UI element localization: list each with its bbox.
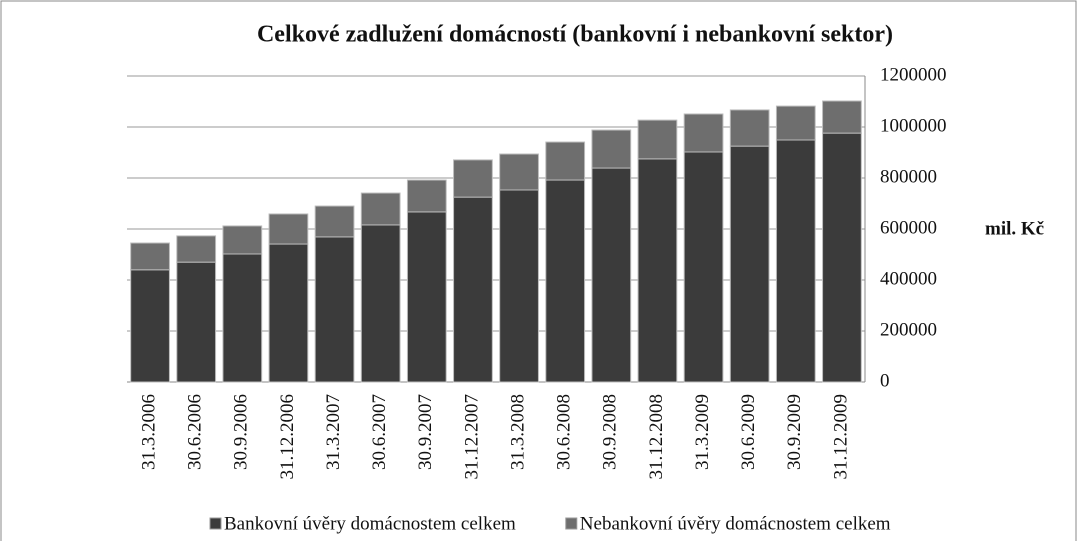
bar-segment <box>591 129 632 169</box>
bar-segment <box>822 100 862 134</box>
bar-segment <box>499 153 539 191</box>
bar-segment <box>176 261 217 383</box>
x-tick-label: 30.9.2007 <box>415 394 436 470</box>
y-tick-label: 800000 <box>880 166 937 187</box>
bar-segment <box>499 189 539 383</box>
x-tick-label: 31.12.2008 <box>646 394 667 480</box>
x-tick-label: 31.12.2007 <box>461 394 482 480</box>
chart-title: Celkové zadlužení domácností (bankovní i… <box>257 22 893 48</box>
x-tick-label: 30.9.2006 <box>231 394 252 470</box>
bar-segment <box>360 192 401 226</box>
y-tick-label: 600000 <box>880 217 937 238</box>
y-tick-label: 0 <box>880 370 890 391</box>
bar-segment <box>453 159 493 198</box>
bar-segment <box>453 196 493 383</box>
bar-segment <box>406 211 447 383</box>
legend-swatch <box>209 517 222 530</box>
y-tick-label: 200000 <box>880 319 937 340</box>
bar-segment <box>729 145 770 383</box>
bar-segment <box>268 213 309 245</box>
x-tick-label: 31.3.2008 <box>507 394 528 470</box>
x-tick-label: 31.12.2006 <box>277 394 298 480</box>
bar-segment <box>130 242 170 271</box>
bar-segment <box>775 105 816 141</box>
bar-segment <box>314 236 355 383</box>
x-tick-label: 31.3.2007 <box>323 394 344 470</box>
bar-segment <box>775 139 816 383</box>
x-tick-label: 31.3.2009 <box>692 394 713 470</box>
x-tick-label: 30.6.2006 <box>185 394 206 470</box>
bar-segment <box>130 269 170 383</box>
y-axis-label: mil. Kč <box>985 218 1044 239</box>
legend-swatch <box>565 517 578 530</box>
y-tick-label: 1000000 <box>880 115 947 136</box>
x-tick-label: 30.6.2009 <box>738 394 759 470</box>
x-tick-label: 30.9.2008 <box>600 394 621 470</box>
bar-segment <box>683 113 724 153</box>
bar-segment <box>591 167 632 383</box>
y-tick-label: 400000 <box>880 268 937 289</box>
bar-segment <box>360 224 401 383</box>
bar-segment <box>176 235 217 263</box>
x-tick-label: 30.6.2008 <box>554 394 575 470</box>
bar-segment <box>637 158 678 383</box>
x-tick-label: 30.9.2009 <box>784 394 805 470</box>
x-tick-label: 30.6.2007 <box>369 394 390 470</box>
bar-segment <box>222 225 263 255</box>
y-tick-label: 1200000 <box>880 64 947 85</box>
bar-segment <box>729 109 770 147</box>
x-tick-label: 31.12.2009 <box>830 394 851 480</box>
bar-segment <box>637 119 678 160</box>
bar-segment <box>545 141 586 181</box>
x-tick-label: 31.3.2006 <box>138 394 159 470</box>
bar-segment <box>222 253 263 383</box>
bar-segment <box>268 243 309 383</box>
legend-label: Bankovní úvěry domácnostem celkem <box>224 513 516 534</box>
legend-label: Nebankovní úvěry domácnostem celkem <box>580 513 891 534</box>
bar-segment <box>683 151 724 383</box>
bar-segment <box>822 132 862 383</box>
bar-segment <box>406 179 447 213</box>
bar-segment <box>545 179 586 383</box>
bar-segment <box>314 205 355 238</box>
